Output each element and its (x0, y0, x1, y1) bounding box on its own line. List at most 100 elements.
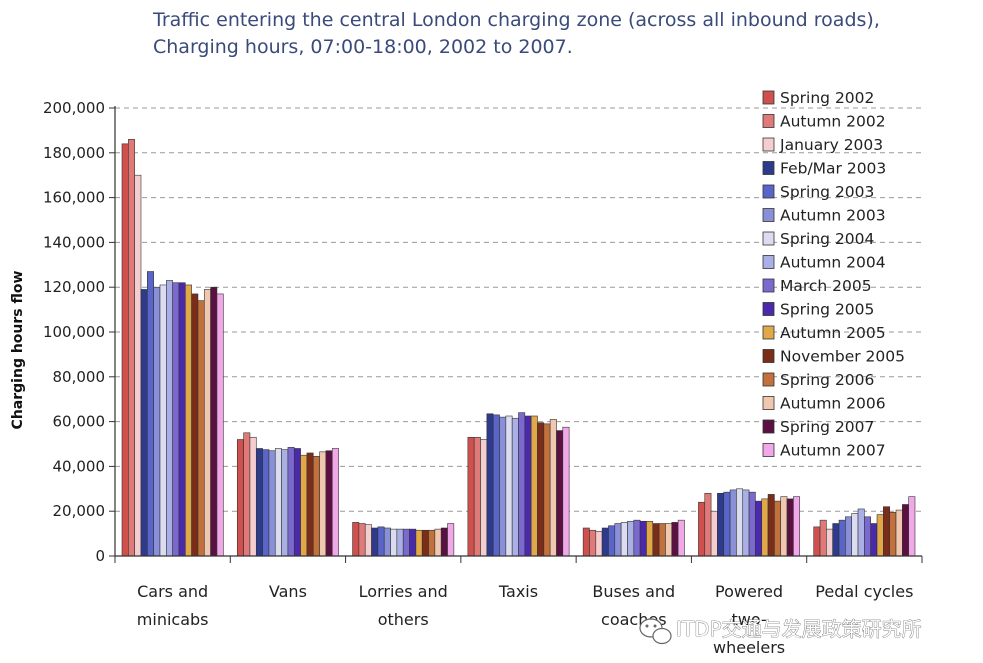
bar (249, 436, 257, 557)
legend-entry: Feb/Mar 2003 (780, 160, 886, 178)
bar (786, 498, 794, 557)
y-tick-label: 60,000 (53, 413, 106, 431)
bar (402, 528, 410, 557)
bar (665, 523, 673, 557)
bar (761, 498, 769, 557)
bar (371, 527, 379, 557)
category-label: Powered (715, 582, 783, 601)
legend-swatch (762, 231, 775, 246)
bar (203, 289, 211, 557)
bar (396, 528, 404, 557)
legend-entry: Spring 2003 (780, 183, 874, 201)
bar (736, 488, 744, 557)
legend-entry: Autumn 2005 (780, 324, 886, 342)
legend-entry: Autumn 2006 (780, 395, 886, 413)
bar (383, 527, 391, 557)
bar (601, 527, 609, 557)
legend-swatch (762, 114, 775, 128)
bar (197, 300, 205, 557)
legend-swatch (762, 443, 775, 457)
bar (210, 286, 218, 557)
bar (639, 520, 647, 557)
bar (480, 439, 488, 557)
bar (147, 271, 154, 557)
bar (723, 491, 731, 557)
bar (857, 508, 865, 557)
bar (121, 143, 129, 557)
bar (390, 528, 398, 557)
bar (434, 528, 442, 557)
bar (627, 520, 635, 557)
bar (440, 527, 448, 557)
category-label: Pedal cycles (815, 582, 913, 601)
bar (889, 512, 897, 557)
bar (325, 450, 333, 557)
bar (306, 452, 314, 557)
legend-swatch (762, 90, 775, 105)
bar (486, 413, 494, 557)
watermark-text: ITDP交通与发展政策研究所 (676, 617, 922, 641)
category-label: others (378, 610, 429, 629)
bar (671, 522, 679, 557)
legend-swatch (762, 255, 775, 269)
bars (121, 139, 916, 557)
bar (319, 451, 327, 557)
bar (287, 447, 295, 557)
bar (698, 501, 706, 557)
bar (140, 289, 148, 557)
bar (537, 422, 545, 557)
bar (293, 448, 301, 557)
bar (556, 430, 564, 557)
bar (620, 522, 628, 557)
bar (216, 293, 224, 557)
category-label: Cars and (137, 582, 208, 601)
bar (614, 523, 622, 557)
bar (185, 284, 192, 557)
bar (826, 528, 834, 557)
legend-entry: November 2005 (780, 348, 905, 366)
bar (331, 448, 339, 557)
bar (582, 527, 590, 557)
bar (153, 286, 161, 557)
bar (813, 526, 821, 557)
bar (908, 496, 916, 557)
bar (819, 519, 827, 557)
bar (255, 448, 263, 557)
legend-entry: Autumn 2003 (780, 207, 886, 225)
chart-title: Traffic entering the central London char… (152, 9, 880, 58)
bar (524, 415, 532, 557)
y-axis-label: Charging hours flow (10, 271, 26, 430)
bar (883, 506, 890, 557)
bar (236, 439, 244, 557)
legend-entry: January 2003 (779, 136, 883, 154)
category-label: Taxis (498, 582, 538, 601)
y-tick-label: 20,000 (53, 502, 106, 520)
legend-swatch (762, 349, 775, 363)
bar (128, 139, 135, 557)
legend-swatch (762, 278, 775, 293)
bar (409, 528, 417, 557)
bar (467, 436, 475, 557)
bar (704, 492, 712, 557)
legend-swatch (762, 419, 775, 434)
bar (595, 531, 603, 557)
category-label: Buses and (592, 582, 675, 601)
bar (159, 284, 167, 557)
category-label: Lorries and (359, 582, 448, 601)
bar (543, 423, 551, 557)
legend-swatch (762, 325, 775, 340)
chart-title-line-2: Charging hours, 07:00-18:00, 2002 to 200… (153, 36, 573, 58)
bar (262, 449, 270, 557)
bar (774, 500, 782, 557)
bar (780, 496, 788, 557)
bar (658, 523, 666, 557)
bar (268, 450, 276, 557)
bar (352, 522, 360, 557)
bar (530, 415, 538, 557)
axes (114, 106, 923, 563)
legend-entry: Autumn 2007 (780, 442, 886, 460)
bar (717, 492, 725, 557)
legend-swatch (762, 302, 775, 316)
bar (166, 280, 173, 557)
